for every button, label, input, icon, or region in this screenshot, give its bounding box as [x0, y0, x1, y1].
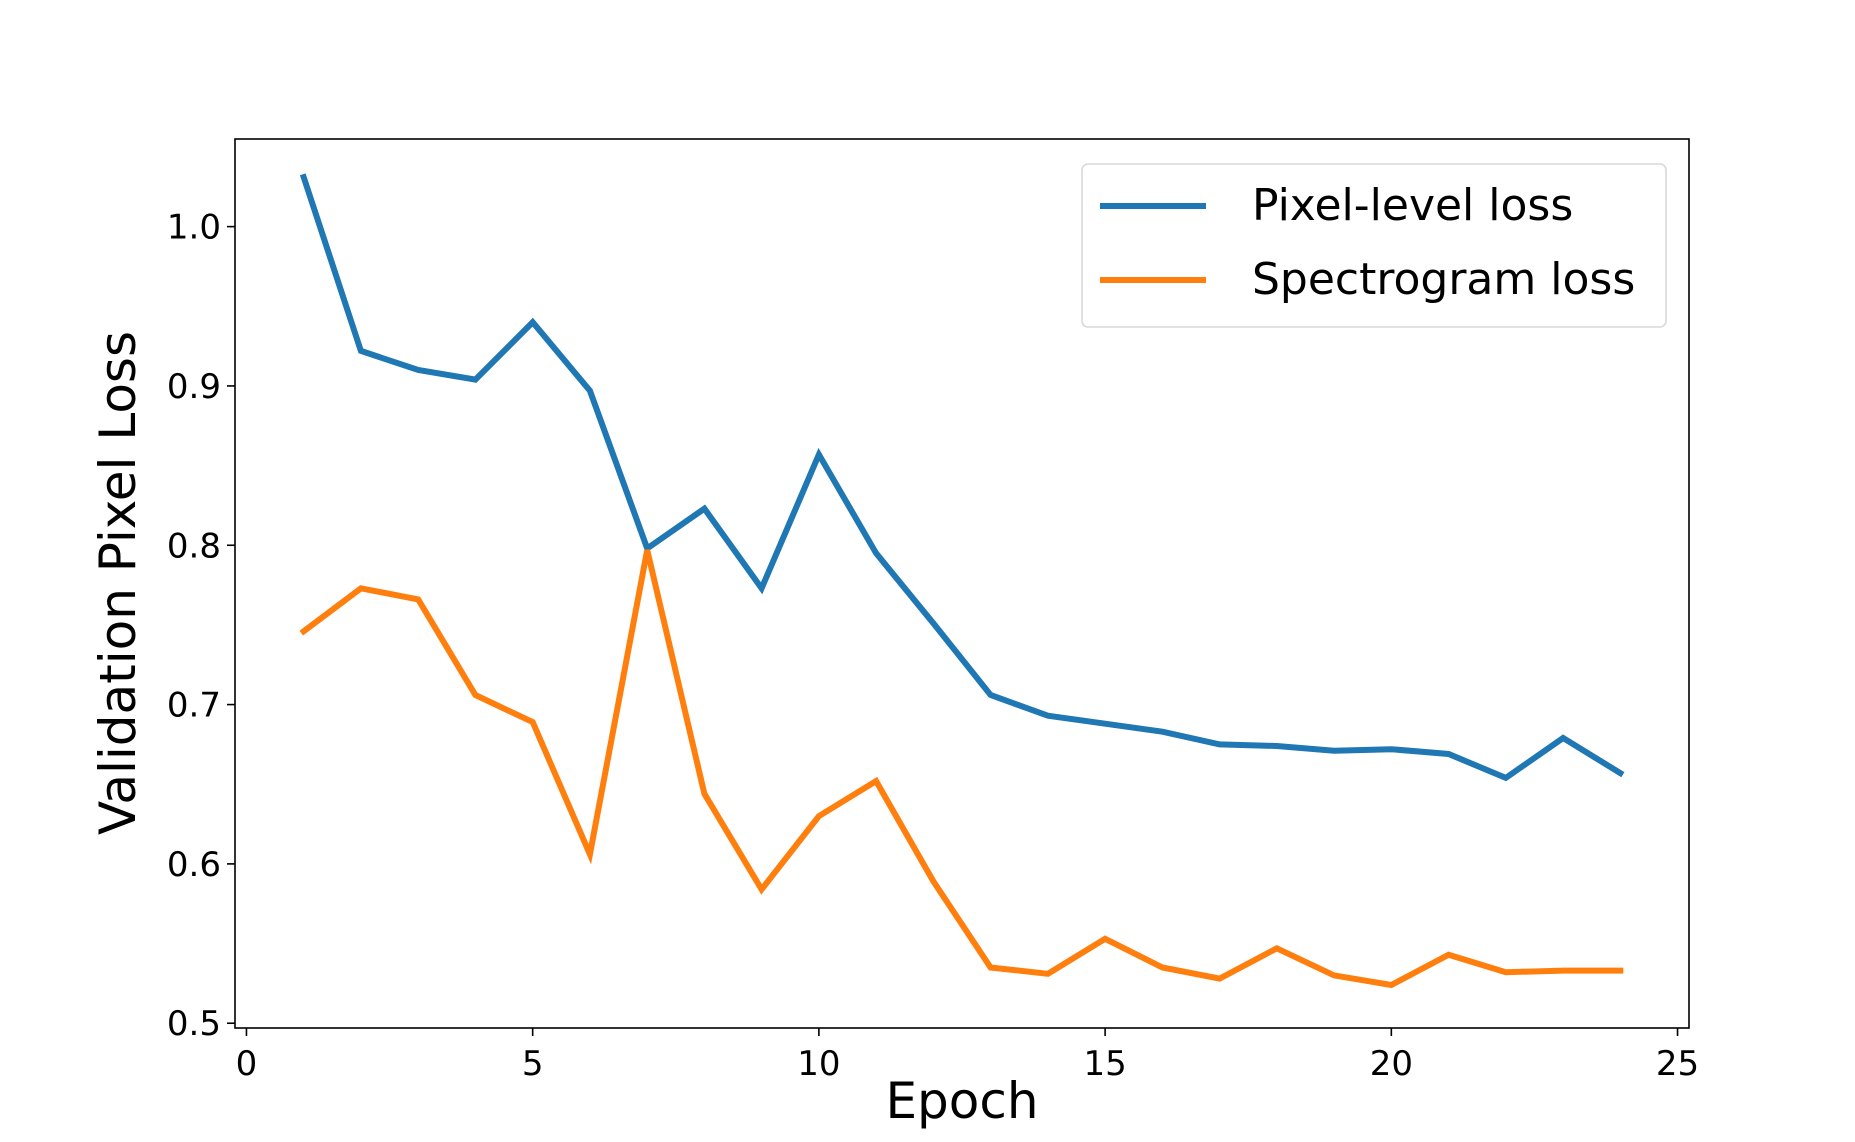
y-axis-title: Validation Pixel Loss [89, 331, 147, 835]
legend-label-pixel-level-loss: Pixel-level loss [1252, 180, 1573, 231]
x-axis-ticks: 0 5 10 15 20 25 [236, 1028, 1699, 1084]
legend-box [1081, 163, 1667, 328]
y-tick-label: 0.6 [167, 845, 221, 885]
y-axis-ticks: 0.5 0.6 0.7 0.8 0.9 1.0 [167, 208, 235, 1044]
x-tick-label: 15 [1083, 1044, 1126, 1084]
legend: Pixel-level loss Spectrogram loss [1081, 163, 1667, 328]
x-tick-label: 10 [797, 1044, 840, 1084]
series-layer [299, 173, 1625, 989]
x-tick-label: 25 [1656, 1044, 1699, 1084]
x-tick-label: 20 [1370, 1044, 1413, 1084]
y-tick-label: 0.7 [167, 686, 221, 726]
x-tick-label: 5 [522, 1044, 544, 1084]
legend-label-spectrogram-loss: Spectrogram loss [1252, 254, 1635, 305]
series-line-spectrogram-loss [299, 549, 1624, 989]
y-tick-label: 0.9 [167, 367, 221, 407]
y-tick-label: 0.8 [167, 526, 221, 566]
y-tick-label: 1.0 [167, 208, 221, 248]
series-line-pixel-level-loss [299, 173, 1625, 782]
x-tick-label: 0 [236, 1044, 258, 1084]
y-tick-label: 0.5 [167, 1004, 221, 1044]
x-axis-title: Epoch [885, 1072, 1038, 1130]
